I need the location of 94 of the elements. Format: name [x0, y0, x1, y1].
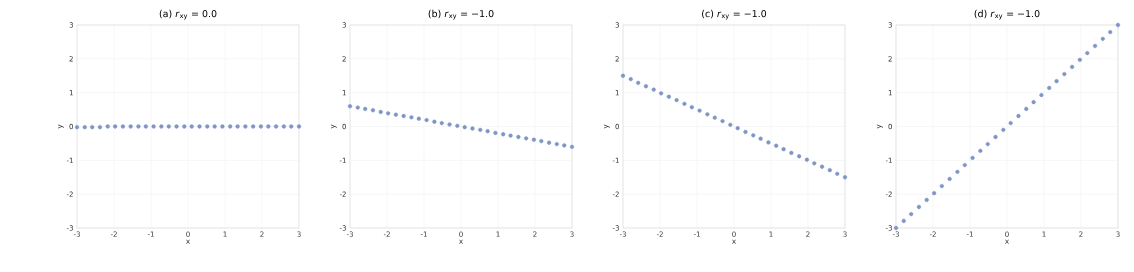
point [955, 169, 960, 174]
point [478, 127, 483, 132]
point [643, 84, 649, 89]
point [1024, 106, 1029, 111]
point [909, 212, 914, 217]
point [1039, 92, 1044, 98]
point [628, 77, 633, 82]
point [1085, 50, 1090, 56]
point [546, 140, 552, 145]
point [1108, 30, 1113, 35]
chart-title: (a) r$_{xy}$ = 0.0 [159, 9, 217, 20]
point [355, 105, 360, 110]
point [720, 118, 725, 124]
point [401, 113, 406, 119]
point [1016, 113, 1021, 119]
point [1100, 36, 1105, 41]
point [758, 136, 763, 141]
point [363, 106, 368, 111]
point [697, 108, 702, 113]
point [539, 138, 544, 144]
point [470, 126, 475, 131]
point [835, 171, 840, 176]
point [462, 125, 467, 130]
point [1047, 85, 1052, 91]
point [386, 111, 391, 116]
point [554, 141, 559, 147]
point [947, 176, 952, 182]
point [985, 141, 990, 147]
point [924, 197, 929, 202]
chart-title: (d) r$_{xy}$ = −1.0 [974, 9, 1040, 20]
point [659, 91, 664, 96]
point [409, 115, 414, 120]
point [1001, 127, 1006, 132]
point [797, 154, 802, 159]
point [812, 161, 817, 166]
point [774, 143, 779, 148]
point [1115, 22, 1121, 28]
point [743, 129, 748, 134]
point [674, 98, 679, 103]
point [842, 175, 848, 180]
point [424, 117, 429, 123]
point [447, 122, 452, 127]
point [901, 218, 906, 223]
point [789, 150, 794, 155]
point [932, 191, 937, 196]
chart-title: (c) r$_{xy}$ = −1.0 [702, 9, 767, 20]
point [728, 122, 733, 127]
point [1062, 71, 1067, 77]
point [508, 133, 513, 138]
point [827, 168, 832, 173]
point [347, 104, 353, 109]
point [751, 133, 756, 138]
point [439, 121, 444, 126]
point [485, 129, 490, 134]
point [705, 112, 710, 117]
point [1092, 43, 1098, 49]
chart-title: (b) r$_{xy}$ = −1.0 [428, 9, 494, 20]
point [666, 94, 671, 99]
point [1031, 100, 1036, 105]
point [804, 157, 809, 162]
point [962, 162, 967, 168]
point [455, 123, 460, 128]
point [1054, 79, 1059, 84]
point [378, 109, 383, 115]
point [766, 140, 771, 145]
point [735, 126, 740, 131]
point [916, 204, 922, 210]
point [1008, 121, 1013, 126]
point [682, 101, 687, 106]
point [501, 132, 506, 137]
point [531, 137, 536, 142]
point [970, 155, 975, 161]
point [562, 143, 567, 148]
point [416, 116, 421, 121]
point [370, 108, 376, 113]
point [993, 134, 998, 140]
point [819, 164, 825, 169]
point [516, 134, 521, 140]
point [781, 147, 786, 152]
point [689, 105, 694, 110]
point [636, 80, 641, 85]
point [712, 115, 717, 120]
point [393, 112, 398, 117]
point [1070, 64, 1075, 70]
point [569, 144, 575, 149]
point [978, 148, 983, 153]
point [939, 183, 944, 189]
point [524, 136, 529, 141]
point [651, 87, 656, 92]
point [493, 130, 498, 136]
point [1077, 57, 1082, 62]
point [432, 119, 437, 124]
point [620, 73, 626, 78]
point [893, 225, 899, 231]
